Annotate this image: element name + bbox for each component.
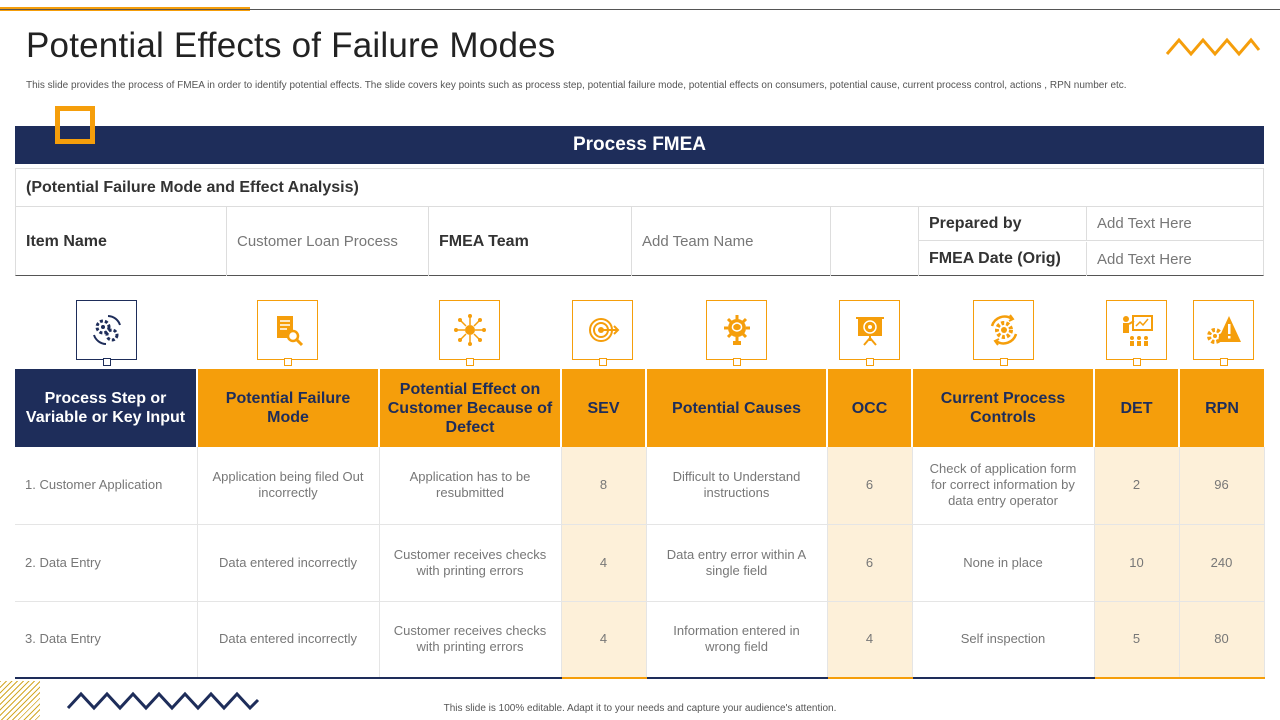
gears-cycle-icon bbox=[76, 300, 137, 366]
item-name-label: Item Name bbox=[16, 207, 227, 276]
cell-potential-causes: Data entry error within A single field bbox=[646, 524, 828, 602]
footer-note: This slide is 100% editable. Adapt it to… bbox=[443, 703, 837, 714]
cell-process-controls: None in place bbox=[912, 524, 1095, 602]
table-row: 1. Customer Application Application bein… bbox=[15, 447, 1265, 525]
cell-failure-mode: Application being filed Out incorrectly bbox=[197, 447, 380, 525]
fmea-info-box: (Potential Failure Mode and Effect Analy… bbox=[15, 168, 1264, 276]
cell-process-controls: Check of application form for correct in… bbox=[912, 447, 1095, 525]
presentation-target-icon bbox=[839, 300, 900, 366]
target-arrow-icon bbox=[572, 300, 633, 366]
header-potential-causes: Potential Causes bbox=[646, 369, 828, 447]
fmea-info-row: Item Name Customer Loan Process FMEA Tea… bbox=[16, 207, 1264, 276]
page-title: Potential Effects of Failure Modes bbox=[26, 26, 556, 65]
header-occ: OCC bbox=[827, 369, 913, 447]
cell-sev: 4 bbox=[561, 601, 647, 679]
page-subtitle: This slide provides the process of FMEA … bbox=[26, 80, 1127, 91]
cell-det: 5 bbox=[1094, 601, 1180, 679]
decorative-square bbox=[55, 106, 95, 144]
header-potential-effect: Potential Effect on Customer Because of … bbox=[379, 369, 562, 447]
header-det: DET bbox=[1094, 369, 1180, 447]
cell-process-step: 2. Data Entry bbox=[15, 524, 198, 602]
header-process-step: Process Step or Variable or Key Input bbox=[15, 369, 198, 447]
network-person-icon bbox=[439, 300, 500, 366]
cell-failure-mode: Data entered incorrectly bbox=[197, 524, 380, 602]
cell-occ: 4 bbox=[827, 601, 913, 679]
cell-occ: 6 bbox=[827, 524, 913, 602]
header-sev: SEV bbox=[561, 369, 647, 447]
cell-potential-effect: Application has to be resubmitted bbox=[379, 447, 562, 525]
cell-failure-mode: Data entered incorrectly bbox=[197, 601, 380, 679]
header-failure-mode: Potential Failure Mode bbox=[197, 369, 380, 447]
cell-process-step: 3. Data Entry bbox=[15, 601, 198, 679]
cell-det: 10 bbox=[1094, 524, 1180, 602]
cell-rpn: 80 bbox=[1179, 601, 1265, 679]
cell-det: 2 bbox=[1094, 447, 1180, 525]
cell-potential-effect: Customer receives checks with printing e… bbox=[379, 601, 562, 679]
fmea-team-value[interactable]: Add Team Name bbox=[632, 207, 831, 276]
cell-rpn: 96 bbox=[1179, 447, 1265, 525]
cell-potential-causes: Difficult to Understand instructions bbox=[646, 447, 828, 525]
cell-rpn: 240 bbox=[1179, 524, 1265, 602]
cell-sev: 8 bbox=[561, 447, 647, 525]
gear-refresh-icon bbox=[973, 300, 1034, 366]
document-search-icon bbox=[257, 300, 318, 366]
fmea-table: Process Step or Variable or Key Input Po… bbox=[15, 369, 1265, 679]
cell-potential-causes: Information entered in wrong field bbox=[646, 601, 828, 679]
zigzag-decoration-bottom bbox=[66, 691, 260, 711]
table-row: 2. Data Entry Data entered incorrectly C… bbox=[15, 524, 1265, 602]
cell-sev: 4 bbox=[561, 524, 647, 602]
fmea-subtitle: (Potential Failure Mode and Effect Analy… bbox=[16, 169, 1263, 207]
empty-cell bbox=[831, 207, 919, 276]
item-name-value[interactable]: Customer Loan Process bbox=[227, 207, 429, 276]
brain-gear-icon bbox=[706, 300, 767, 366]
table-row: 3. Data Entry Data entered incorrectly C… bbox=[15, 601, 1265, 679]
cell-process-step: 1. Customer Application bbox=[15, 447, 198, 525]
cell-potential-effect: Customer receives checks with printing e… bbox=[379, 524, 562, 602]
process-fmea-header: Process FMEA bbox=[15, 126, 1264, 164]
gear-warning-icon bbox=[1193, 300, 1254, 366]
fmea-date-label: FMEA Date (Orig) bbox=[919, 242, 1087, 276]
zigzag-decoration-top bbox=[1165, 37, 1261, 57]
corner-hatch-decoration bbox=[0, 681, 40, 720]
prepared-by-label: Prepared by bbox=[919, 207, 1087, 241]
fmea-team-label: FMEA Team bbox=[429, 207, 632, 276]
cell-process-controls: Self inspection bbox=[912, 601, 1095, 679]
prepared-by-value[interactable]: Add Text Here bbox=[1087, 207, 1264, 241]
table-header-row: Process Step or Variable or Key Input Po… bbox=[15, 369, 1264, 447]
cell-occ: 6 bbox=[827, 447, 913, 525]
top-rule bbox=[0, 9, 1280, 10]
header-rpn: RPN bbox=[1179, 369, 1264, 447]
presenter-audience-icon bbox=[1106, 300, 1167, 366]
header-process-controls: Current Process Controls bbox=[912, 369, 1095, 447]
fmea-date-value[interactable]: Add Text Here bbox=[1097, 250, 1192, 268]
